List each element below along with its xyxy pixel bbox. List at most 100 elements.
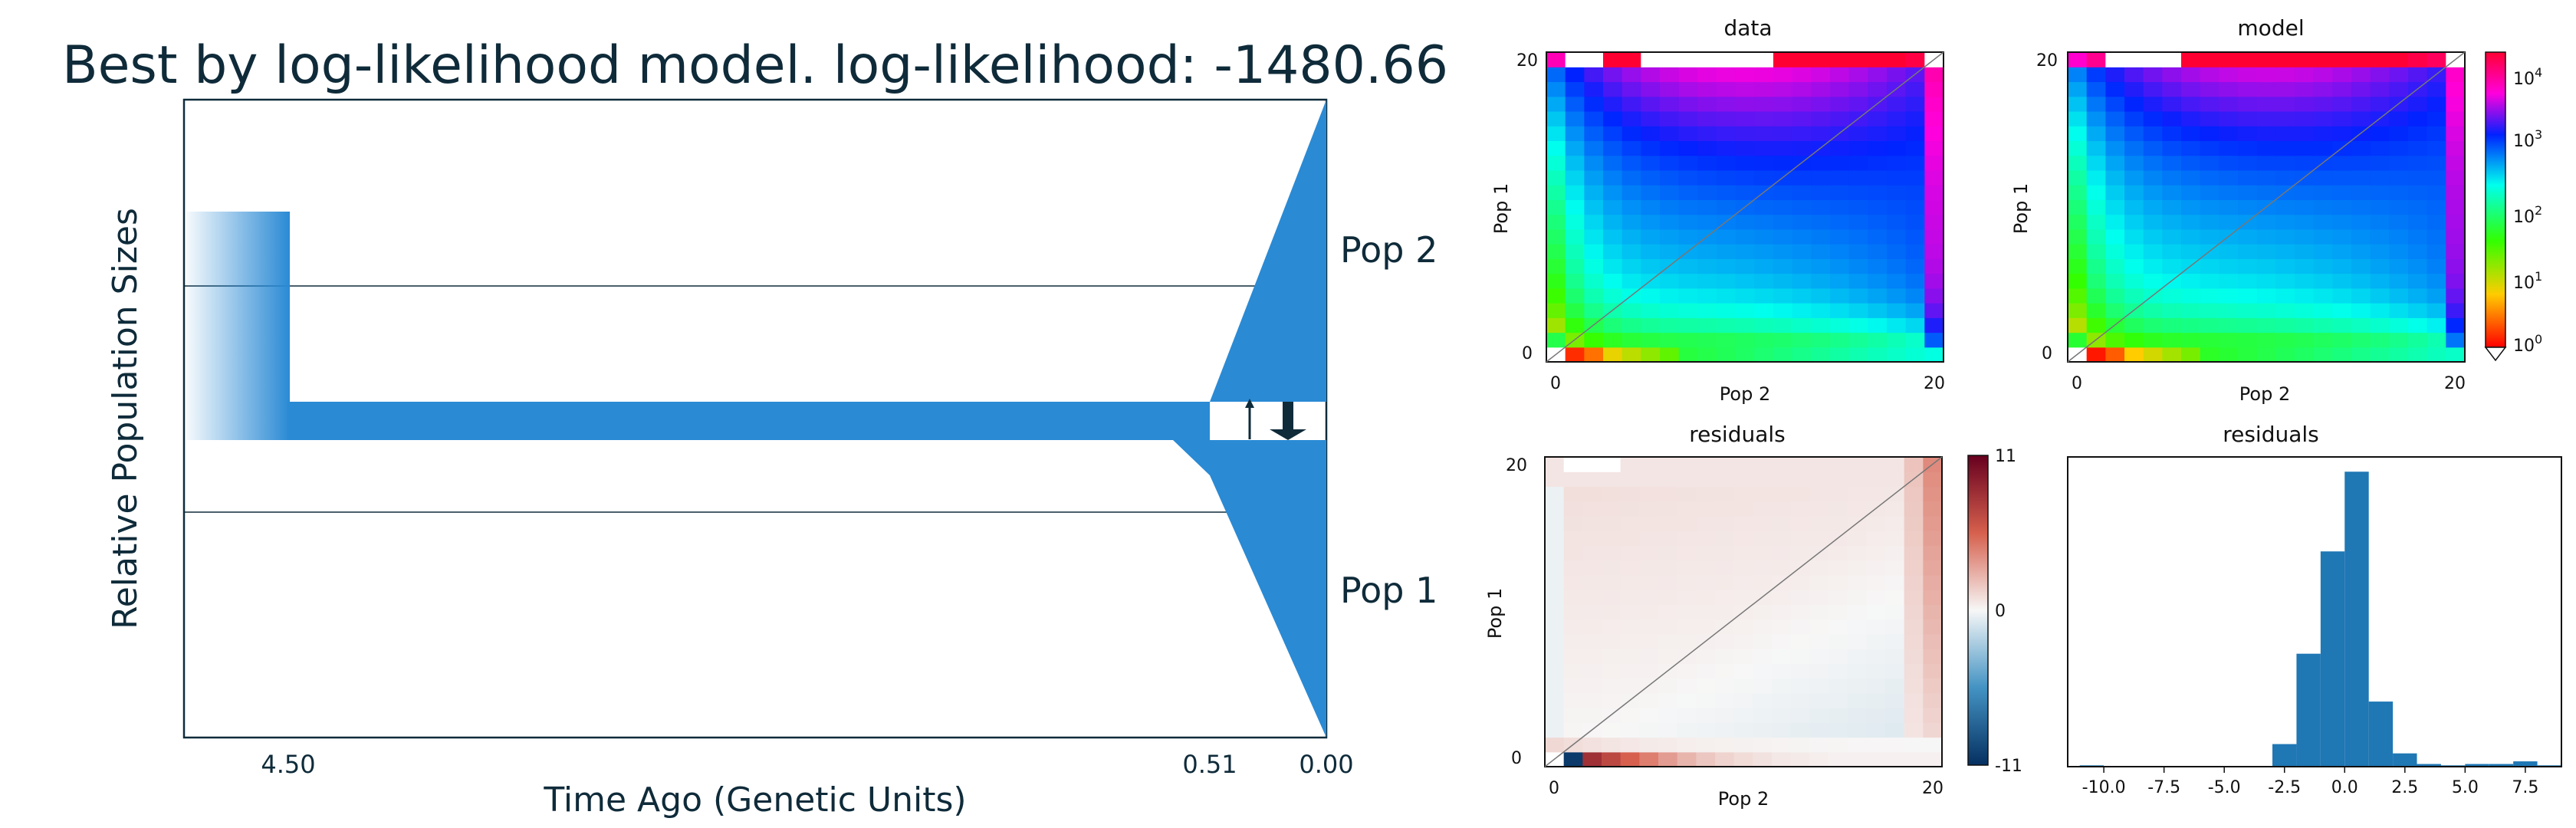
diagonal-line bbox=[2067, 51, 2466, 363]
heatmap-cell bbox=[2426, 347, 2446, 363]
heatmap-cell bbox=[1904, 633, 1924, 649]
heatmap-cell bbox=[1924, 96, 1944, 112]
heatmap-cell bbox=[2389, 67, 2409, 83]
heatmap-cell bbox=[1582, 472, 1602, 488]
heatmap-cell bbox=[1563, 751, 1583, 767]
heatmap-cell bbox=[1603, 96, 1623, 112]
heatmap-cell bbox=[1772, 545, 1792, 561]
heatmap-cell bbox=[1603, 52, 1623, 67]
heatmap-cell bbox=[2181, 155, 2201, 171]
heatmap-cell bbox=[1848, 199, 1868, 215]
heatmap-cell bbox=[2219, 273, 2239, 289]
heatmap-cell bbox=[1754, 140, 1774, 156]
heatmap-cell bbox=[1622, 81, 1641, 97]
heatmap-cell bbox=[1678, 126, 1698, 142]
heatmap-cell bbox=[1923, 604, 1943, 620]
heatmap-cell bbox=[2275, 96, 2295, 112]
heatmap-cell bbox=[1602, 751, 1622, 767]
heatmap-cell bbox=[2446, 317, 2466, 334]
y-tick-label-0: 0 bbox=[1522, 344, 1533, 363]
heatmap-cell bbox=[1905, 126, 1925, 142]
colorbar-tick-label: 0 bbox=[1995, 602, 2006, 621]
heatmap-cell bbox=[1829, 692, 1848, 708]
heatmap-cell bbox=[1809, 737, 1829, 753]
heatmap-cell bbox=[2256, 81, 2276, 97]
heatmap-cell bbox=[1584, 52, 1604, 67]
heatmap-cell bbox=[2446, 81, 2466, 97]
heatmap-cell bbox=[1582, 737, 1602, 753]
heatmap-cell bbox=[1696, 560, 1716, 576]
heatmap-cell bbox=[1620, 649, 1640, 664]
heatmap-cell bbox=[1754, 258, 1774, 274]
heatmap-cell bbox=[1563, 678, 1583, 694]
heatmap-cell bbox=[1622, 273, 1641, 289]
heatmap-cell bbox=[1868, 185, 1888, 200]
heatmap-cell bbox=[1697, 52, 1717, 67]
heatmap-cell bbox=[2181, 185, 2201, 200]
heatmap-cell bbox=[1885, 515, 1905, 531]
population-history-chart: Best by log-likelihood model. log-likeli… bbox=[62, 35, 1448, 820]
heatmap-cell bbox=[1811, 169, 1831, 186]
heatmap-cell bbox=[2313, 199, 2333, 215]
heatmap-cell bbox=[2238, 185, 2258, 200]
heatmap-cell bbox=[1697, 244, 1717, 259]
x-tick-label-0.00: 0.00 bbox=[1299, 750, 1353, 779]
heatmap-cell bbox=[2143, 126, 2163, 142]
histogram-bars bbox=[2079, 472, 2561, 767]
histogram-bar bbox=[2393, 753, 2417, 767]
heatmap-cell bbox=[1830, 110, 1850, 127]
residuals-histogram-panel: residuals -10.0 -7.5 -5.0 -2.5 0.0 2.5 5.0 7.5 bbox=[2067, 422, 2562, 797]
heatmap-cell bbox=[1602, 531, 1622, 547]
heatmap-cell bbox=[2124, 96, 2144, 112]
heatmap-cell bbox=[1772, 457, 1792, 472]
heatmap-cell bbox=[2351, 228, 2371, 245]
heatmap-cell bbox=[1923, 722, 1943, 738]
heatmap-cell bbox=[1790, 649, 1810, 664]
heatmap-cell bbox=[1924, 199, 1944, 215]
heatmap-cell bbox=[2332, 303, 2352, 318]
heatmap-cell bbox=[1773, 199, 1793, 215]
heatmap-cell bbox=[1847, 649, 1867, 664]
heatmap-cell bbox=[1866, 590, 1886, 605]
colorbar-tick-label: 104 bbox=[2513, 65, 2542, 89]
heatmap-cell bbox=[1622, 228, 1641, 245]
heatmap-cell bbox=[1753, 574, 1773, 590]
heatmap-cell bbox=[1790, 545, 1810, 561]
heatmap-cell bbox=[1602, 472, 1622, 488]
heatmap-cell bbox=[1696, 515, 1716, 531]
heatmap-cell bbox=[2275, 317, 2295, 334]
heatmap-cell bbox=[1754, 67, 1774, 83]
heatmap-cell bbox=[1792, 214, 1812, 230]
heatmap-cell bbox=[2426, 140, 2446, 156]
heatmap-cell bbox=[1584, 199, 1604, 215]
heatmap-cell bbox=[1811, 303, 1831, 318]
heatmap-cell bbox=[1715, 574, 1735, 590]
heatmap-cell bbox=[2162, 126, 2182, 142]
heatmap-cell bbox=[1545, 545, 1565, 561]
heatmap-cell bbox=[1753, 545, 1773, 561]
heatmap-cell bbox=[1923, 545, 1943, 561]
heatmap-cell bbox=[1809, 457, 1829, 472]
heatmap-cell bbox=[1602, 604, 1622, 620]
heatmap-cell bbox=[1696, 722, 1716, 738]
heatmap-cell bbox=[1924, 273, 1944, 289]
migration-arrow-large-head bbox=[1270, 429, 1306, 440]
heatmap-cell bbox=[1887, 228, 1907, 245]
heatmap-cell bbox=[1887, 244, 1907, 259]
heatmap-cell bbox=[1829, 633, 1848, 649]
heatmap-cell bbox=[1620, 515, 1640, 531]
heatmap-cell bbox=[2389, 244, 2409, 259]
heatmap-cell bbox=[2256, 140, 2276, 156]
heatmap-cell bbox=[1866, 560, 1886, 576]
heatmap-cell bbox=[1735, 169, 1755, 186]
x-tick-label-0: 0 bbox=[1550, 374, 1561, 393]
heatmap-cell bbox=[1773, 140, 1793, 156]
heatmap-cell bbox=[1622, 67, 1641, 83]
heatmap-cell bbox=[2332, 317, 2352, 334]
heatmap-cell bbox=[2332, 126, 2352, 142]
heatmap-cell bbox=[2238, 199, 2258, 215]
heatmap-cell bbox=[1773, 347, 1793, 363]
heatmap-cell bbox=[2200, 347, 2220, 363]
heatmap-cell bbox=[1847, 531, 1867, 547]
heatmap-cell bbox=[2238, 258, 2258, 274]
